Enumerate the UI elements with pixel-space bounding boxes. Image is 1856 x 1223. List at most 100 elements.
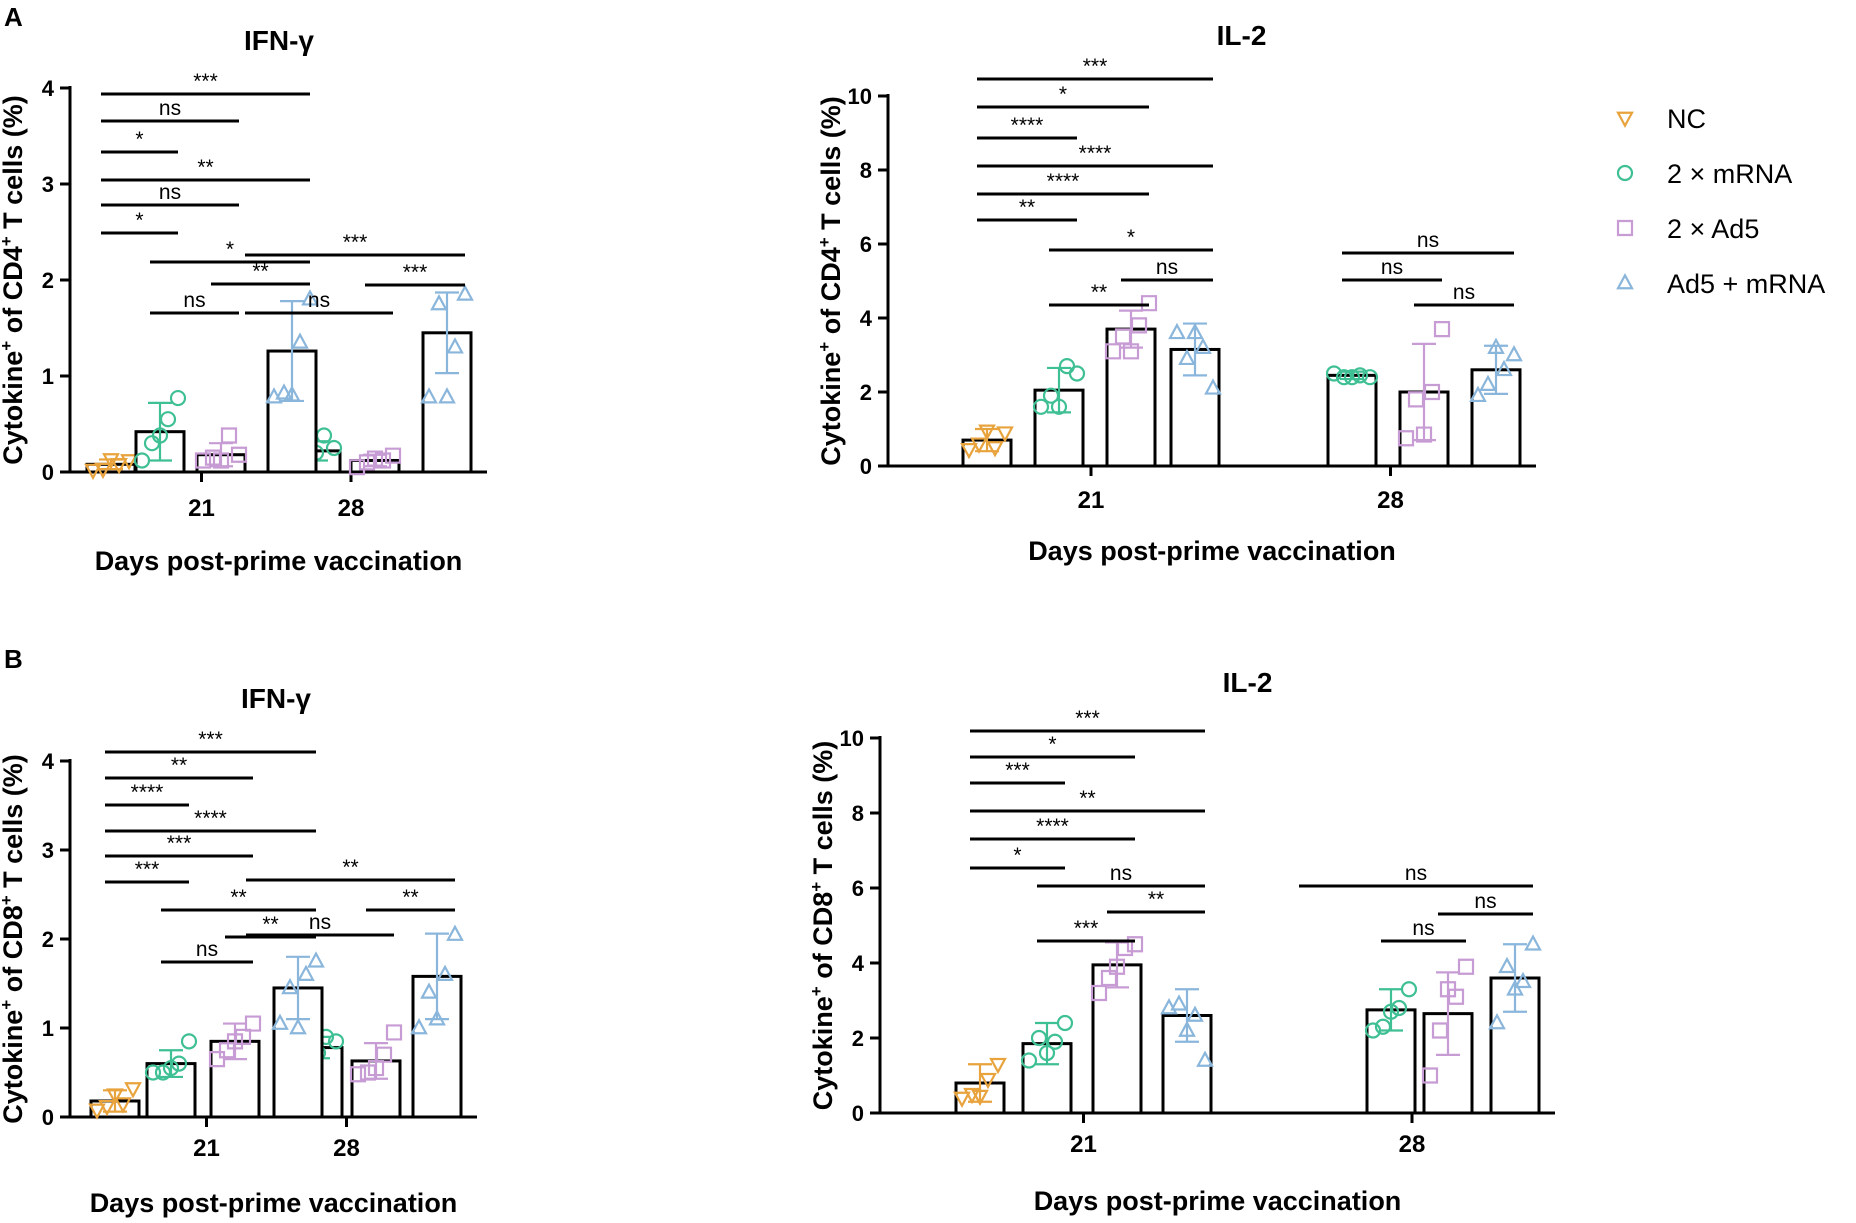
y-tick-label: 3	[42, 172, 54, 197]
y-axis-label-post: T cells (%)	[816, 96, 846, 237]
significance-label: **	[342, 856, 358, 879]
y-axis-label: Cytokine+ of CD8+ T cells (%)	[807, 741, 838, 1110]
y-axis-label-sup1: +	[0, 341, 16, 351]
y-tick-label: 2	[42, 927, 54, 952]
data-point	[218, 1042, 236, 1059]
data-point	[986, 441, 1004, 458]
significance-label: ****	[1011, 114, 1044, 137]
x-axis-label: Days post-prime vaccination	[95, 546, 463, 576]
significance-label: **	[230, 886, 246, 909]
data-point	[283, 385, 301, 402]
data-point	[996, 426, 1014, 443]
x-tick-label: 28	[333, 1135, 360, 1162]
significance-label: *	[1059, 83, 1067, 106]
data-point	[970, 437, 988, 454]
data-point	[1100, 969, 1118, 987]
y-axis-label-pre: Cytokine	[0, 1010, 28, 1124]
legend-label: 2 × mRNA	[1667, 159, 1792, 189]
x-tick-label: 21	[188, 495, 215, 522]
significance-label: ns	[1417, 229, 1439, 252]
chart-title: IL-2	[1217, 20, 1267, 51]
y-tick-label: 0	[42, 1105, 54, 1130]
y-tick-label: 8	[860, 158, 872, 183]
x-axis-label: Days post-prime vaccination	[1028, 536, 1396, 566]
data-point	[420, 982, 438, 999]
legend-triangle-down-icon	[1616, 111, 1634, 129]
data-point	[1390, 999, 1408, 1017]
data-point	[1351, 367, 1369, 384]
data-point	[1020, 1052, 1038, 1069]
data-point	[144, 1064, 162, 1081]
chart-title: IFN-γ	[241, 683, 311, 714]
significance-label: ns	[1110, 862, 1132, 885]
data-point	[180, 1033, 198, 1050]
data-point	[978, 424, 996, 441]
data-point	[1439, 981, 1457, 998]
data-point	[307, 951, 325, 968]
legend: NC 2 × mRNA 2 × Ad5 Ad5 + mRNA	[1616, 104, 1825, 299]
y-tick-label: 8	[852, 801, 864, 826]
data-point	[204, 449, 222, 466]
data-point	[1325, 365, 1343, 382]
significance-label: ns	[1412, 917, 1434, 940]
y-axis-label-pre: Cytokine	[816, 352, 846, 466]
data-point	[1068, 365, 1086, 382]
data-point	[374, 452, 392, 469]
data-point	[1415, 426, 1433, 443]
legend-square-icon	[1616, 219, 1634, 237]
data-point	[110, 457, 128, 475]
data-point	[281, 977, 299, 995]
data-point	[960, 443, 978, 460]
significance-label: **	[171, 754, 187, 777]
y-tick-label: 4	[860, 306, 873, 331]
y-axis-label-post: T cells (%)	[0, 754, 28, 895]
significance-label: ****	[1047, 170, 1080, 193]
data-point	[1038, 1044, 1056, 1062]
y-tick-label: 0	[852, 1101, 864, 1126]
data-point	[446, 924, 464, 941]
data-point	[384, 447, 402, 464]
data-point	[1343, 369, 1361, 386]
significance-label: **	[252, 260, 268, 283]
bar-2-ad5-21	[1105, 327, 1157, 468]
data-point	[1032, 398, 1050, 415]
data-point	[88, 1103, 106, 1120]
y-tick-label: 2	[852, 1026, 864, 1051]
data-point	[291, 332, 309, 349]
data-point	[1056, 1014, 1074, 1032]
significance-label: ***	[343, 231, 368, 254]
y-tick-label: 3	[42, 838, 54, 863]
data-point	[1196, 1050, 1214, 1067]
data-point	[289, 1017, 307, 1035]
y-axis-label-pre: Cytokine	[0, 351, 28, 465]
data-point	[385, 1024, 403, 1041]
y-tick-label: 1	[42, 1016, 54, 1041]
y-tick-label: 0	[42, 460, 54, 485]
significance-label: **	[1091, 281, 1107, 304]
significance-label: **	[197, 156, 213, 179]
data-point	[428, 1009, 446, 1026]
significance-label: ns	[1381, 256, 1403, 279]
legend-label: 2 × Ad5	[1667, 214, 1759, 244]
data-point	[1488, 1012, 1506, 1030]
data-point	[1050, 398, 1068, 415]
x-tick-label: 21	[193, 1135, 220, 1162]
x-tick-label: 21	[1078, 487, 1105, 514]
significance-label: ***	[198, 728, 223, 751]
y-tick-label: 0	[860, 454, 872, 479]
significance-label: ns	[1156, 256, 1178, 279]
y-axis-label-sup1: +	[807, 986, 826, 996]
x-axis-label: Days post-prime vaccination	[90, 1188, 458, 1218]
x-tick-label: 28	[1399, 1131, 1426, 1158]
significance-label: ns	[159, 181, 181, 204]
y-axis-label-post: T cells (%)	[808, 741, 838, 882]
data-point	[275, 383, 293, 400]
significance-label: ns	[1405, 862, 1427, 885]
significance-label: ns	[309, 911, 331, 934]
data-point	[367, 1059, 385, 1077]
data-point	[98, 1099, 116, 1117]
y-tick-label: 10	[848, 84, 872, 109]
significance-label: ns	[183, 289, 205, 312]
